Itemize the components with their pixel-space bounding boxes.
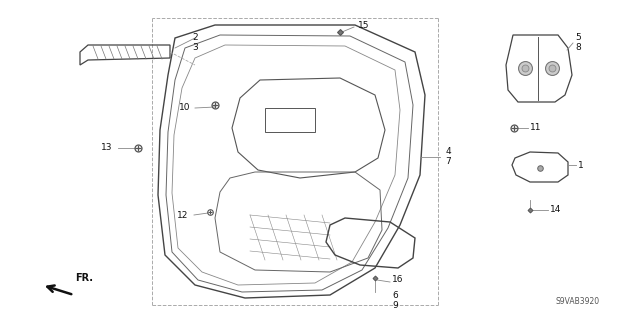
Text: 12: 12: [177, 211, 188, 219]
Text: FR.: FR.: [75, 273, 93, 283]
Text: 6: 6: [392, 291, 397, 300]
Text: 5: 5: [575, 33, 580, 42]
Text: 16: 16: [392, 276, 403, 285]
Text: 4: 4: [445, 147, 451, 157]
Text: 10: 10: [179, 103, 190, 113]
Text: 13: 13: [100, 144, 112, 152]
Text: 14: 14: [550, 205, 561, 214]
Text: 11: 11: [530, 123, 541, 132]
Text: 15: 15: [358, 20, 369, 29]
Text: 9: 9: [392, 300, 397, 309]
Text: 2: 2: [192, 33, 198, 42]
Text: 7: 7: [445, 158, 451, 167]
Text: 1: 1: [578, 160, 584, 169]
Text: 3: 3: [192, 43, 198, 53]
Text: 8: 8: [575, 43, 580, 53]
Text: S9VAB3920: S9VAB3920: [555, 298, 599, 307]
